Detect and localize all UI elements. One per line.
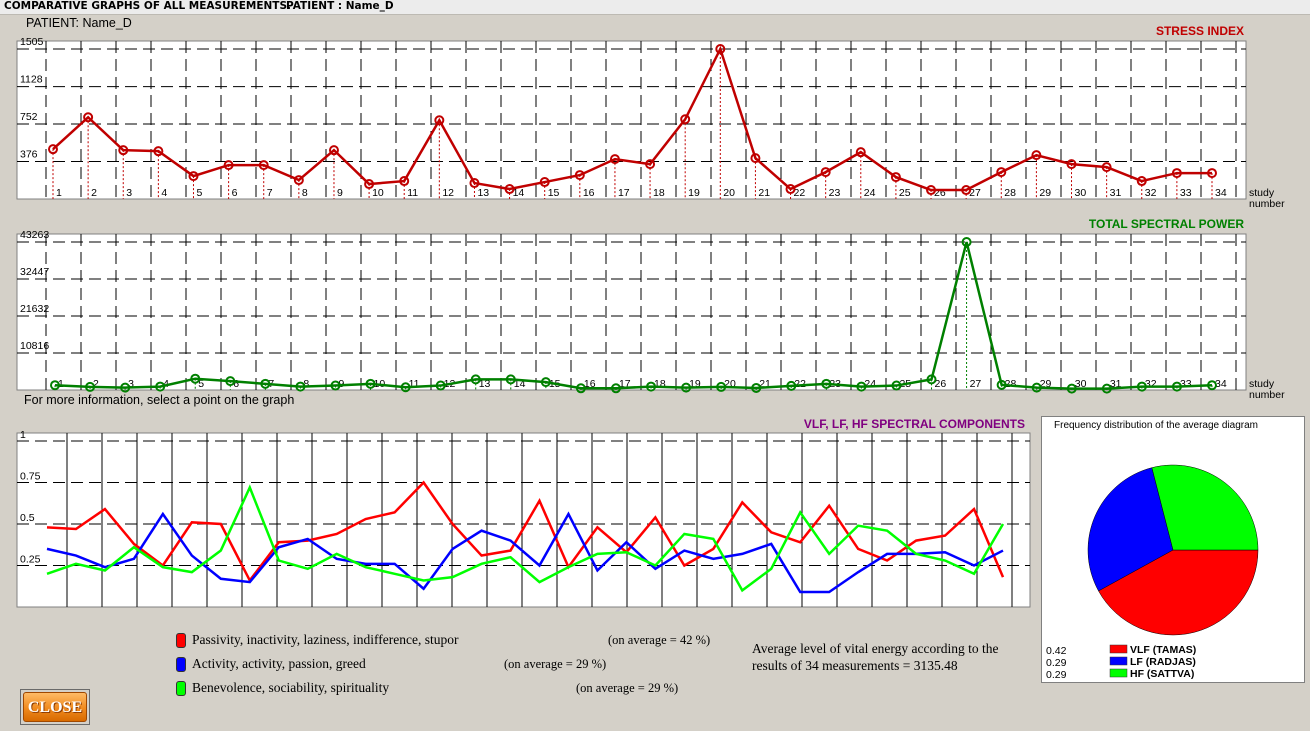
stress-index-x-tick: 9 — [337, 187, 343, 199]
stress-index-point-8[interactable] — [293, 175, 304, 186]
stress-index-x-tick: 22 — [794, 187, 806, 199]
window-title: COMPARATIVE GRAPHS OF ALL MEASUREMENTS. — [4, 0, 292, 12]
stress-index-point-5[interactable] — [188, 171, 199, 182]
stress-index-y-tick: 1128 — [20, 74, 43, 86]
stress-index-x-tick: 4 — [161, 187, 167, 199]
stress-index-point-19[interactable] — [680, 114, 691, 125]
stress-index-point-21[interactable] — [750, 153, 761, 164]
stress-index-xlabel-line1: study — [1249, 187, 1275, 199]
stress-index-point-18[interactable] — [645, 159, 656, 170]
stress-index-point-31[interactable] — [1101, 162, 1112, 173]
title-bar: COMPARATIVE GRAPHS OF ALL MEASUREMENTS. … — [0, 0, 1310, 15]
red-swatch — [176, 633, 186, 648]
stress-index-point-30[interactable] — [1066, 159, 1077, 170]
stress-index-x-tick: 1 — [56, 187, 62, 199]
stress-index-point-1[interactable] — [48, 144, 58, 155]
stress-index-x-tick: 14 — [513, 187, 525, 199]
stress-index-point-20[interactable] — [715, 44, 726, 54]
stress-index-y-tick: 1505 — [20, 36, 44, 48]
stress-index-y-tick: 376 — [20, 149, 38, 161]
stress-index-x-tick: 34 — [1215, 187, 1227, 199]
stress-index-point-29[interactable] — [1031, 150, 1042, 161]
stress-index-x-tick: 6 — [232, 187, 238, 199]
stress-index-x-tick: 13 — [477, 187, 489, 199]
stress-index-point-12[interactable] — [434, 115, 445, 126]
stress-index-x-tick: 5 — [196, 187, 202, 199]
stress-index-x-tick: 20 — [723, 187, 735, 199]
stress-index-xlabel-line2: number — [1249, 198, 1285, 210]
stress-index-point-9[interactable] — [328, 145, 339, 156]
legend-lf-avg: (on average = 29 %) — [504, 657, 607, 671]
stress-index-point-27[interactable] — [961, 185, 972, 196]
stress-index-point-13[interactable] — [469, 178, 480, 189]
stress-index-point-25[interactable] — [890, 172, 901, 183]
legend-lf-text: Activity, activity, passion, greed — [192, 656, 366, 671]
legend-vlf-text: Passivity, inactivity, laziness, indiffe… — [192, 632, 459, 647]
stress-index-point-6[interactable] — [223, 160, 234, 171]
legend-hf-text: Benevolence, sociability, spirituality — [192, 680, 390, 695]
stress-index-x-tick: 11 — [407, 187, 418, 199]
stress-index-x-tick: 16 — [583, 187, 595, 199]
stress-index-x-tick: 26 — [934, 187, 946, 199]
stress-index-plot-area — [16, 40, 1247, 200]
stress-index-point-33[interactable] — [1171, 168, 1182, 179]
blue-swatch — [176, 657, 186, 672]
stress-index-x-tick: 31 — [1110, 187, 1122, 199]
stress-index-point-4[interactable] — [153, 146, 164, 157]
stress-index-y-tick: 752 — [20, 111, 38, 123]
stress-index-x-tick: 7 — [267, 187, 273, 199]
stress-index-point-11[interactable] — [399, 176, 410, 187]
stress-index-point-14[interactable] — [504, 184, 515, 195]
stress-index-x-tick: 24 — [864, 187, 876, 199]
stress-index-point-15[interactable] — [539, 177, 550, 188]
stress-index-x-tick: 2 — [91, 187, 97, 199]
stress-index-x-tick: 28 — [1004, 187, 1016, 199]
stress-index-x-tick: 10 — [372, 187, 384, 199]
stress-index-point-16[interactable] — [574, 170, 585, 181]
patient-header: PATIENT: Name_D — [26, 16, 132, 30]
stress-index-x-tick: 32 — [1145, 187, 1157, 199]
stress-index-point-34[interactable] — [1207, 168, 1217, 179]
stress-index-x-tick: 3 — [126, 187, 132, 199]
stress-index-point-3[interactable] — [118, 145, 129, 156]
stress-index-x-tick: 19 — [688, 187, 700, 199]
stress-index-x-tick: 21 — [758, 187, 770, 199]
stress-index-x-tick: 15 — [548, 187, 560, 199]
stress-index-x-tick: 29 — [1039, 187, 1051, 199]
stress-index-x-tick: 23 — [829, 187, 841, 199]
info-text: For more information, select a point on … — [24, 393, 295, 407]
stress-index-x-tick: 18 — [653, 187, 665, 199]
close-button-label: CLOSE — [23, 692, 87, 722]
stress-index-series-line — [52, 45, 1212, 192]
energy-summary: Average level of vital energy according … — [752, 641, 999, 673]
stress-index-x-tick: 27 — [969, 187, 981, 199]
stress-index-point-7[interactable] — [258, 160, 269, 171]
stress-index-x-tick: 17 — [618, 187, 630, 199]
stress-index-x-tick: 25 — [899, 187, 911, 199]
stress-index-x-tick: 30 — [1075, 187, 1087, 199]
green-swatch — [176, 681, 186, 696]
stress-index-x-tick: 33 — [1180, 187, 1192, 199]
stress-index-x-tick: 12 — [442, 187, 454, 199]
stress-index-point-10[interactable] — [364, 179, 375, 190]
stress-index-x-tick: 8 — [302, 187, 308, 199]
stress-index-point-2[interactable] — [83, 112, 94, 123]
window-patient-label: PATIENT : Name_D — [286, 0, 394, 12]
stress-index-point-22[interactable] — [785, 184, 796, 195]
stress-index-point-32[interactable] — [1136, 176, 1147, 187]
legend-vlf-avg: (on average = 42 %) — [608, 633, 711, 647]
stress-index-point-26[interactable] — [926, 185, 937, 196]
stress-index-point-23[interactable] — [820, 167, 831, 178]
stress-index-point-17[interactable] — [609, 154, 620, 165]
close-button[interactable]: CLOSE — [20, 689, 90, 725]
stress-index-point-28[interactable] — [996, 167, 1007, 178]
stress-index-title: STRESS INDEX — [1156, 24, 1244, 38]
stress-index-point-24[interactable] — [855, 147, 866, 158]
legend-hf-avg: (on average = 29 %) — [576, 681, 679, 695]
